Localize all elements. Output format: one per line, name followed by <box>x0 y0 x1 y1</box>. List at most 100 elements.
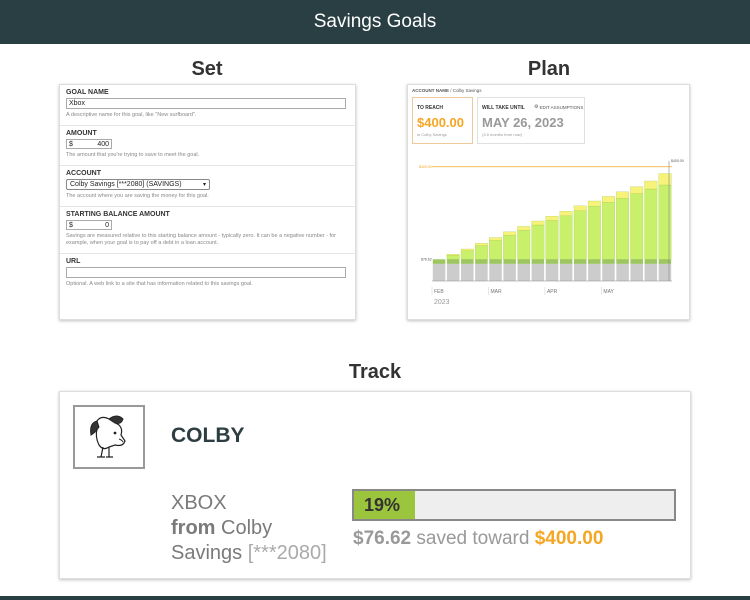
set-card: GOAL NAME Xbox A descriptive name for th… <box>59 84 356 320</box>
chart-bar-segment <box>616 191 629 199</box>
chart-bar-segment <box>602 196 615 203</box>
chart-bar-segment <box>446 263 460 281</box>
chart-bar-segment <box>658 173 672 186</box>
account-select[interactable]: Colby Savings [***2080] (SAVINGS) ▾ <box>66 179 210 190</box>
amount-label: AMOUNT <box>66 130 97 137</box>
chart-bar-segment <box>503 263 516 281</box>
will-take-value: MAY 26, 2023 <box>482 115 564 130</box>
chart-bar-segment <box>475 263 488 281</box>
chart-bar-segment <box>644 263 658 281</box>
gear-icon: ⚙ <box>534 104 539 110</box>
progress-bar: 19% <box>352 489 676 521</box>
end-value-label: $400.00 <box>671 159 684 163</box>
chart-bar-segment <box>573 259 587 264</box>
section-title-set: Set <box>191 58 223 80</box>
plan-card: ACCOUNT NAME / Colby Savings TO REACH $4… <box>407 84 690 320</box>
chart-bar-segment <box>503 235 517 260</box>
account-selected: Colby Savings [***2080] (SAVINGS) <box>70 181 182 188</box>
chart-bar-segment <box>630 259 643 264</box>
chart-bar-segment <box>545 220 559 260</box>
goal-name-group: GOAL NAME Xbox A descriptive name for th… <box>60 85 355 126</box>
track-account-name: Colby Savings <box>171 517 273 564</box>
section-title-track: Track <box>348 361 402 383</box>
chart-bar-segment <box>446 255 460 260</box>
track-card: COLBY XBOX from Colby Savings [***2080] … <box>59 391 691 579</box>
app-header: Savings Goals <box>0 0 750 44</box>
dog-icon <box>90 415 126 458</box>
amount-input[interactable]: $ 400 <box>66 139 112 149</box>
url-input[interactable] <box>66 267 346 278</box>
chart-bar-segment <box>446 259 460 264</box>
to-reach-value: $400.00 <box>417 115 464 130</box>
month-label-feb: FEB <box>434 289 444 295</box>
chart-bar-segment <box>475 259 488 264</box>
to-reach-box: TO REACH $400.00 in Colby Savings <box>412 97 473 144</box>
chart-bar-segment <box>432 263 446 281</box>
chart-bar-segment <box>644 259 658 264</box>
chart-bar-segment <box>559 259 573 264</box>
chart-bar-segment <box>531 263 545 281</box>
account-help: The account where you are saving the mon… <box>66 193 209 199</box>
amount-value: 400 <box>97 140 109 148</box>
plan-breadcrumb: ACCOUNT NAME / Colby Savings <box>412 88 482 93</box>
chart-bar-segment <box>545 259 559 264</box>
progress-label: 19% <box>364 495 401 515</box>
target-label: $400.00 <box>419 165 432 169</box>
starting-balance-value: 0 <box>105 221 109 229</box>
chart-bar-segment <box>517 226 531 231</box>
will-take-label: WILL TAKE UNTIL <box>482 105 525 111</box>
currency-symbol: $ <box>69 221 73 229</box>
chart-bar-segment <box>644 188 658 260</box>
chart-bar-segment <box>503 259 516 264</box>
target-amount: $400.00 <box>534 528 604 549</box>
chart-bar-segment <box>602 259 615 264</box>
saved-amount: $76.62 <box>353 528 412 549</box>
edit-assumptions-label: EDIT ASSUMPTIONS <box>539 104 584 110</box>
url-label: URL <box>66 258 81 265</box>
chart-bar-segment <box>475 245 488 260</box>
chart-bar-segment <box>616 197 629 260</box>
track-user-name: COLBY <box>171 424 245 447</box>
starting-balance-input[interactable]: $ 0 <box>66 220 112 230</box>
chart-bar-segment <box>602 263 615 281</box>
chart-bar-segment <box>489 263 502 281</box>
chart-bar-segment <box>573 210 587 260</box>
from-word: from <box>171 517 216 539</box>
chart-bar-segment <box>503 231 517 236</box>
chart-bar-segment <box>630 193 644 260</box>
to-reach-label: TO REACH <box>417 105 444 111</box>
chart-bar-segment <box>658 259 672 264</box>
chart-bar-segment <box>616 259 629 264</box>
chart-bar-segment <box>630 263 643 281</box>
edit-assumptions-link[interactable]: ⚙ EDIT ASSUMPTIONS <box>534 104 583 110</box>
saved-word: saved toward <box>416 528 530 549</box>
chart-bar-segment <box>517 259 531 264</box>
chart-bar-segment <box>559 263 573 281</box>
chart-bar-segment <box>517 229 531 260</box>
starting-balance-group: STARTING BALANCE AMOUNT $ 0 Savings are … <box>60 207 355 254</box>
chart-bar-segment <box>461 263 474 281</box>
saved-summary: $76.62 saved toward $400.00 <box>353 528 603 550</box>
projection-chart: $400.00 $76.62 $400.00 FEB MAR APR MAY 2023 <box>419 159 684 306</box>
chart-bar-segment <box>432 259 446 264</box>
chart-bar-segment <box>587 205 601 260</box>
track-goal-description: XBOX from Colby Savings [***2080] <box>171 491 336 566</box>
progress-fill <box>354 491 415 519</box>
chart-bar-segment <box>545 263 559 281</box>
url-help: Optional. A web link to a site that has … <box>66 281 253 287</box>
to-reach-sub: in Colby Savings <box>417 132 447 137</box>
year-label: 2023 <box>434 299 450 306</box>
footer-bar <box>0 596 750 600</box>
chart-bar-segment <box>602 201 615 260</box>
goal-name-help: A descriptive name for this goal, like "… <box>66 112 197 118</box>
chart-bar-segment <box>531 259 545 264</box>
chart-bar-segment <box>644 180 658 190</box>
chart-bar-segment <box>531 220 545 226</box>
chart-bar-segment <box>489 237 502 241</box>
will-take-sub: (3.5 months from now) <box>482 132 523 137</box>
chart-bar-segment <box>489 259 502 264</box>
crumb-value: Colby Savings <box>452 88 482 93</box>
track-goal-name: XBOX <box>171 492 227 514</box>
goal-name-input[interactable]: Xbox <box>66 98 346 109</box>
chevron-down-icon: ▾ <box>202 182 206 188</box>
